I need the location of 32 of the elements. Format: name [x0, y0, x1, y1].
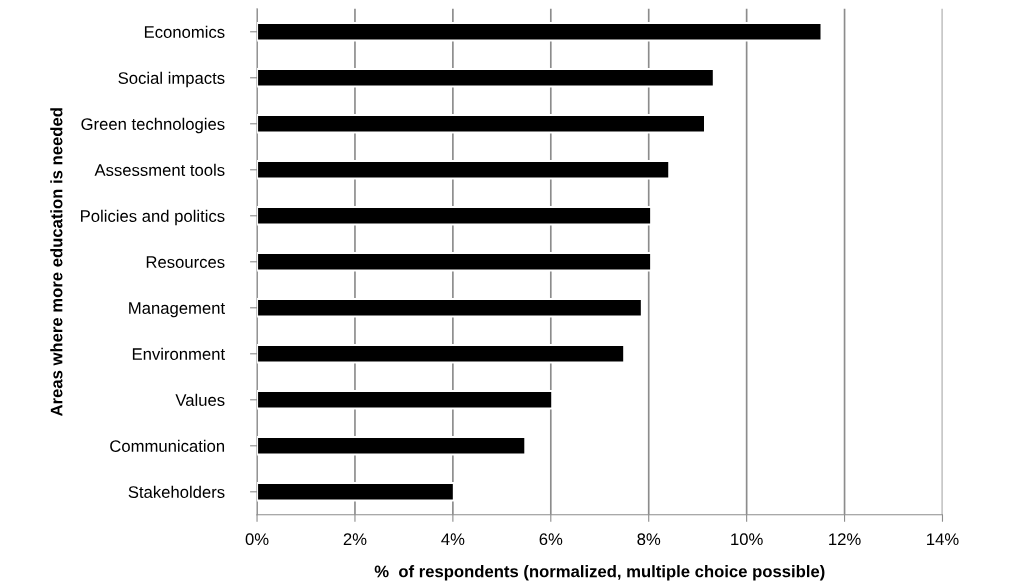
y-tick-label: Green technologies — [81, 117, 225, 134]
y-tick-label: Resources — [146, 256, 225, 268]
y-axis-title: Areas where more education is needed — [50, 108, 63, 417]
y-tick-label: Policies and politics — [81, 209, 225, 226]
y-tick-label: Communication — [110, 439, 225, 452]
y-tick-label: Management — [129, 302, 225, 318]
bar — [257, 114, 707, 134]
y-tick-label: Environment — [132, 347, 225, 360]
y-tick-label: Values — [175, 393, 225, 406]
x-tick-label: 2% — [343, 533, 367, 546]
x-tick-label: 10% — [731, 533, 763, 546]
bar — [257, 298, 643, 318]
x-axis-title: % of respondents (normalized, multiple choice possible) — [374, 565, 825, 581]
bar — [257, 68, 715, 88]
y-tick-label: Economics — [144, 25, 225, 38]
bar — [257, 390, 554, 410]
bar — [257, 482, 455, 502]
y-tick-label: Social impacts — [118, 71, 225, 88]
x-tick-label: 6% — [539, 533, 563, 546]
y-tick-label: Assessment tools — [94, 163, 225, 176]
bar — [257, 344, 626, 364]
bar — [257, 436, 527, 456]
x-tick-label: 8% — [637, 533, 661, 546]
x-tick-label: 14% — [927, 533, 959, 546]
x-tick-label: 4% — [441, 533, 465, 546]
x-tick-label: 0% — [245, 533, 269, 546]
bar — [257, 206, 653, 226]
y-tick-label: Stakeholders — [128, 485, 225, 498]
bar — [257, 160, 671, 180]
bar — [257, 252, 653, 272]
bar — [257, 22, 823, 42]
x-tick-label: 12% — [829, 533, 861, 546]
